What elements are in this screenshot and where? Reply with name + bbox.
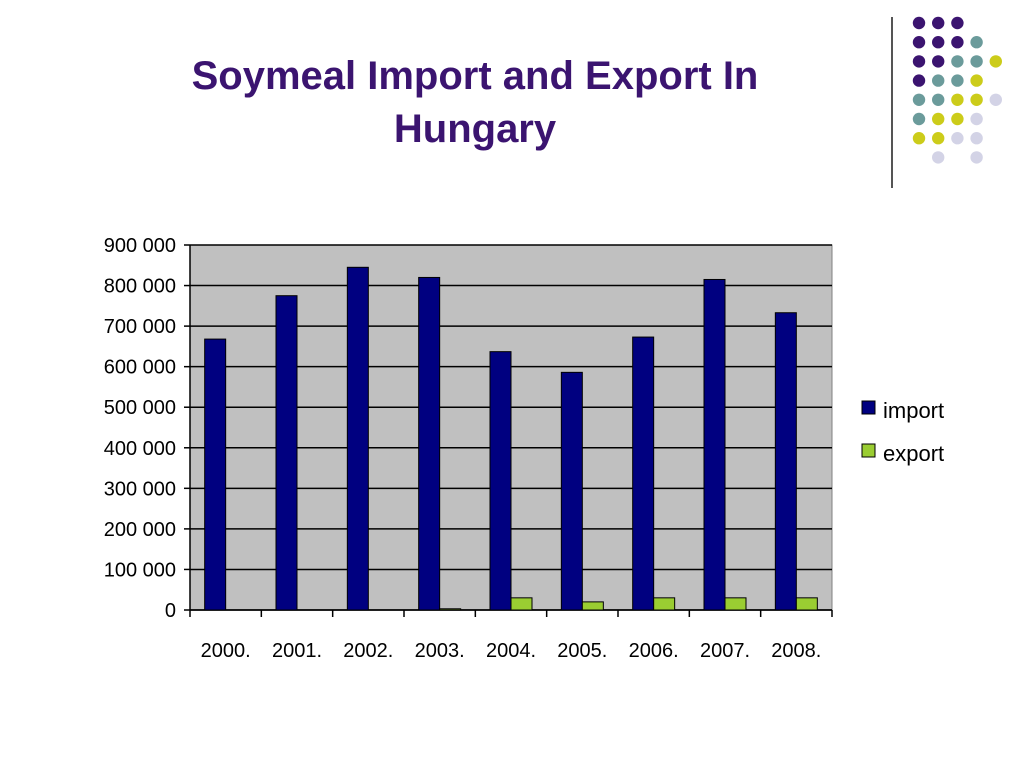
x-tick-label: 2000. xyxy=(201,640,251,662)
legend-label: import xyxy=(883,398,944,423)
bar-import xyxy=(204,338,227,611)
decoration-dot xyxy=(912,93,926,107)
decoration-dot xyxy=(912,112,926,126)
bar-export xyxy=(795,597,818,611)
bar-import xyxy=(560,371,583,611)
decoration-dot xyxy=(970,93,983,107)
legend: import export xyxy=(861,398,944,466)
y-tick-label: 300 000 xyxy=(104,478,176,500)
x-axis-ticks: 2000. 2001. 2002. 2003. 2004. 2005. 2006. 2007.… xyxy=(189,610,833,662)
bar-export xyxy=(724,597,747,611)
bar-import xyxy=(489,351,512,611)
legend-label: export xyxy=(883,441,944,466)
y-tick-label: 900 000 xyxy=(104,235,176,257)
legend-swatch xyxy=(861,400,876,415)
decoration-dot xyxy=(970,151,983,164)
decoration-dot xyxy=(989,55,1002,68)
dot-pattern-decoration xyxy=(0,0,1024,200)
legend-swatch xyxy=(861,443,876,458)
decoration-dot xyxy=(932,36,945,49)
x-tick-label: 2008. xyxy=(771,640,821,662)
y-tick-label: 0 xyxy=(165,600,176,622)
x-tick-label: 2005. xyxy=(557,640,607,662)
decoration-dot xyxy=(951,16,964,30)
decoration-dot xyxy=(951,112,964,126)
decoration-dot xyxy=(912,36,926,49)
decoration-dot xyxy=(932,16,945,30)
x-tick-label: 2002. xyxy=(343,640,393,662)
decoration-dot xyxy=(912,132,926,145)
y-axis-ticks: 0 100 000 200 000 300 000 400 000 500 000 600 … xyxy=(104,235,190,622)
bar-import xyxy=(418,276,441,611)
bar-export xyxy=(653,597,676,611)
x-tick-label: 2003. xyxy=(415,640,465,662)
x-tick-label: 2001. xyxy=(272,640,322,662)
decoration-dot xyxy=(932,74,945,87)
x-tick-label: 2004. xyxy=(486,640,536,662)
y-tick-label: 100 000 xyxy=(104,559,176,581)
y-tick-label: 600 000 xyxy=(104,357,176,379)
decoration-dot xyxy=(970,74,983,87)
y-tick-label: 400 000 xyxy=(104,438,176,460)
bar-import xyxy=(774,312,797,611)
decoration-dot xyxy=(932,112,945,126)
divider-line xyxy=(891,17,893,188)
bar-export xyxy=(581,601,604,611)
x-tick-label: 2007. xyxy=(700,640,750,662)
decoration-dot xyxy=(912,16,926,30)
decoration-dot xyxy=(912,55,926,68)
decoration-dot xyxy=(970,36,983,49)
dot-pattern xyxy=(912,16,1002,164)
y-tick-label: 700 000 xyxy=(104,316,176,338)
y-tick-label: 800 000 xyxy=(104,276,176,298)
slide-title: Soymeal Import and Export In Hungary xyxy=(191,54,759,151)
decoration-dot xyxy=(912,74,926,87)
decoration-dot xyxy=(951,55,964,68)
bars xyxy=(204,266,818,611)
decoration-dot xyxy=(932,132,945,145)
bar-import xyxy=(346,266,369,611)
decoration-dot xyxy=(932,93,945,107)
y-tick-label: 500 000 xyxy=(104,397,176,419)
decoration-dot xyxy=(970,112,983,126)
decoration-dot xyxy=(989,93,1002,107)
bar-import xyxy=(632,336,655,611)
x-tick-label: 2006. xyxy=(629,640,679,662)
decoration-dot xyxy=(951,132,964,145)
decoration-dot xyxy=(970,55,983,68)
decoration-dot xyxy=(932,151,945,164)
bar-export xyxy=(439,608,462,611)
decoration-dot xyxy=(951,74,964,87)
bar-import xyxy=(703,278,726,611)
decoration-dot xyxy=(951,93,964,107)
decoration-dot xyxy=(951,36,964,49)
bar-import xyxy=(275,295,298,611)
y-tick-label: 200 000 xyxy=(104,519,176,541)
bar-export xyxy=(510,597,533,611)
decoration-dot xyxy=(932,55,945,68)
decoration-dot xyxy=(970,132,983,145)
